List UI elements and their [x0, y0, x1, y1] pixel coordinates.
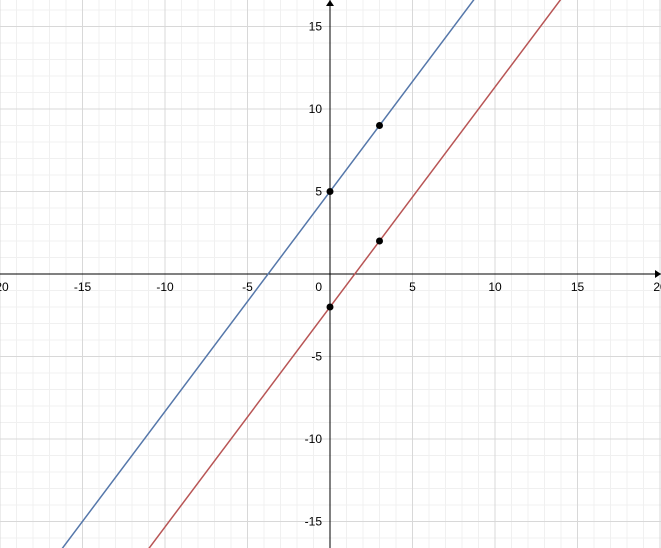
x-tick-label: -20	[0, 280, 9, 294]
y-tick-label: 5	[315, 185, 322, 199]
data-point	[327, 304, 334, 311]
y-tick-label: 10	[309, 102, 323, 116]
y-tick-label: 15	[309, 20, 323, 34]
x-tick-label: 15	[571, 280, 585, 294]
data-point	[376, 238, 383, 245]
y-tick-label: -5	[311, 350, 322, 364]
x-tick-label: 5	[409, 280, 416, 294]
x-tick-label: -15	[74, 280, 92, 294]
x-tick-label: 10	[488, 280, 502, 294]
coordinate-plane-chart: -20 -15 -10 -5 0 5 10 15 20 -15 -10 -5 5 10 15	[0, 0, 661, 548]
x-tick-label: 20	[653, 280, 661, 294]
x-tick-label: 0	[315, 280, 322, 294]
data-point	[327, 188, 334, 195]
y-tick-label: -15	[305, 515, 323, 529]
y-tick-label: -10	[305, 432, 323, 446]
x-tick-label: -5	[242, 280, 253, 294]
data-point	[376, 122, 383, 129]
x-tick-label: -10	[156, 280, 174, 294]
chart-svg: -20 -15 -10 -5 0 5 10 15 20 -15 -10 -5 5 10 15	[0, 0, 661, 548]
